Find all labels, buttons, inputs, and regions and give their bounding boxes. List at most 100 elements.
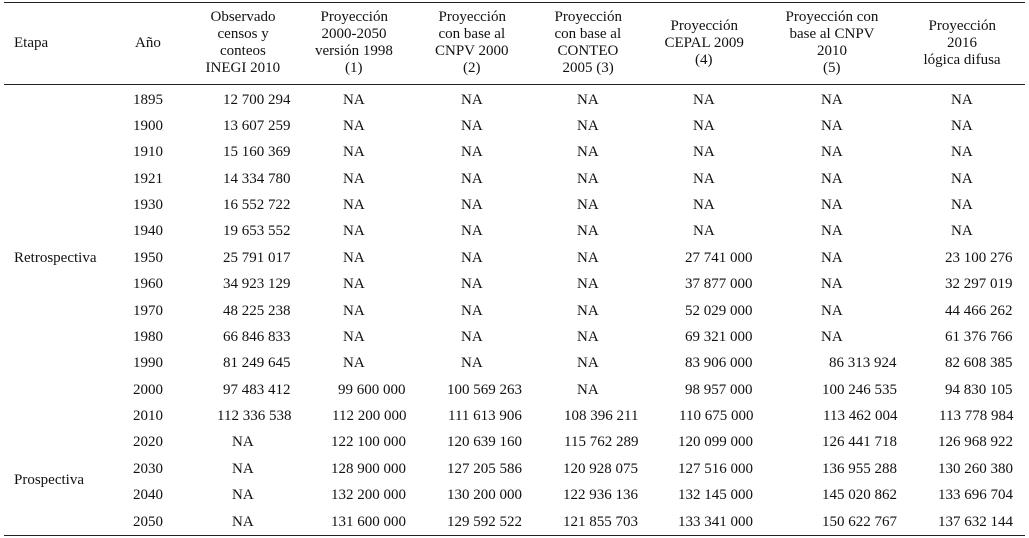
value-cell: 113 462 004 — [823, 408, 898, 424]
value-cell: 136 955 288 — [822, 460, 897, 477]
value-cell: 133 696 704 — [938, 487, 1013, 504]
year-cell: 1930 — [133, 197, 163, 213]
year-cell: 2040 — [133, 487, 163, 504]
header-cell: (4) — [695, 51, 713, 68]
header-cell: Observado — [210, 9, 276, 25]
header-cell: INEGI 2010 — [205, 60, 281, 76]
value-cell: 129 592 522 — [447, 513, 522, 530]
header-cell: Proyección — [554, 9, 622, 25]
na-cell: NA — [821, 91, 843, 108]
na-cell: NA — [461, 223, 483, 240]
value-cell: 34 923 129 — [223, 276, 291, 293]
year-cell: 1970 — [133, 302, 163, 319]
value-cell: 23 100 276 — [945, 249, 1013, 266]
header-cell: 2000-2050 — [321, 26, 387, 42]
na-cell: NA — [461, 302, 483, 319]
year-cell: 2030 — [133, 460, 163, 477]
value-cell: 81 249 645 — [223, 355, 291, 372]
top-rule — [4, 2, 1025, 3]
header-cell: CEPAL 2009 — [664, 34, 744, 51]
year-cell: 1895 — [133, 91, 163, 108]
na-cell: NA — [343, 91, 365, 108]
na-cell: NA — [693, 223, 715, 240]
header-cell: Etapa — [14, 34, 49, 51]
na-cell: NA — [693, 170, 715, 187]
na-cell: NA — [232, 434, 254, 451]
value-cell: 126 968 922 — [938, 434, 1013, 451]
na-cell: NA — [951, 117, 973, 134]
value-cell: 27 741 000 — [685, 249, 753, 266]
value-cell: 82 608 385 — [945, 355, 1013, 372]
value-cell: 16 552 722 — [223, 197, 291, 213]
na-cell: NA — [577, 144, 599, 161]
na-cell: NA — [821, 144, 843, 161]
value-cell: 112 200 000 — [332, 408, 407, 424]
na-cell: NA — [951, 91, 973, 108]
value-cell: 32 297 019 — [945, 276, 1013, 293]
na-cell: NA — [343, 197, 365, 213]
na-cell: NA — [951, 144, 973, 161]
value-cell: 19 653 552 — [223, 223, 291, 240]
year-cell: 1921 — [133, 170, 163, 187]
na-cell: NA — [821, 302, 843, 319]
na-cell: NA — [461, 170, 483, 187]
header-cell: 2010 — [817, 43, 847, 59]
value-cell: 120 639 160 — [447, 434, 522, 451]
na-cell: NA — [577, 328, 599, 345]
value-cell: 12 700 294 — [223, 91, 291, 108]
header-cell: versión 1998 — [315, 43, 393, 59]
na-cell: NA — [693, 91, 715, 108]
value-cell: 15 160 369 — [223, 144, 291, 161]
value-cell: 113 778 984 — [939, 408, 1014, 424]
header-cell: lógica difusa — [923, 51, 1001, 68]
header-cell: censos y — [217, 26, 269, 42]
na-cell: NA — [343, 170, 365, 187]
value-cell: 44 466 262 — [945, 302, 1013, 319]
na-cell: NA — [461, 117, 483, 134]
value-cell: 112 336 538 — [217, 408, 292, 424]
na-cell: NA — [232, 513, 254, 530]
header-cell: (1) — [345, 60, 363, 76]
na-cell: NA — [577, 91, 599, 108]
na-cell: NA — [461, 197, 483, 213]
value-cell: 86 313 924 — [829, 355, 897, 372]
header-cell: conteos — [220, 43, 266, 59]
value-cell: 48 225 238 — [223, 302, 291, 319]
header-cell: Proyección — [320, 9, 388, 25]
value-cell: 122 936 136 — [563, 487, 638, 504]
value-cell: 150 622 767 — [822, 513, 897, 530]
na-cell: NA — [577, 276, 599, 293]
year-cell: 2010 — [133, 408, 163, 424]
value-cell: 13 607 259 — [223, 117, 291, 134]
na-cell: NA — [343, 249, 365, 266]
na-cell: NA — [821, 117, 843, 134]
header-cell: base al CNPV — [789, 26, 875, 42]
na-cell: NA — [577, 197, 599, 213]
header-cell: Proyección — [670, 17, 738, 34]
year-cell: 2020 — [133, 434, 163, 451]
value-cell: 14 334 780 — [223, 170, 291, 187]
value-cell: 121 855 703 — [563, 513, 638, 530]
header-cell: (5) — [823, 60, 841, 76]
value-cell: 100 569 263 — [447, 381, 522, 398]
value-cell: 25 791 017 — [223, 249, 291, 266]
value-cell: 120 928 075 — [563, 460, 638, 477]
stage-label: Retrospectiva — [14, 249, 97, 266]
na-cell: NA — [693, 117, 715, 134]
value-cell: 108 396 211 — [564, 408, 639, 424]
value-cell: 100 246 535 — [822, 381, 897, 398]
value-cell: 126 441 718 — [822, 434, 897, 451]
header-cell: 2016 — [947, 34, 977, 51]
na-cell: NA — [577, 117, 599, 134]
year-cell: 1910 — [133, 144, 163, 161]
value-cell: 122 100 000 — [331, 434, 406, 451]
na-cell: NA — [343, 328, 365, 345]
header-cell: CONTEO — [557, 43, 619, 59]
na-cell: NA — [951, 223, 973, 240]
value-cell: 127 516 000 — [678, 460, 753, 477]
value-cell: 137 632 144 — [938, 513, 1013, 530]
na-cell: NA — [951, 170, 973, 187]
header-cell: con base al — [554, 26, 622, 42]
na-cell: NA — [577, 249, 599, 266]
